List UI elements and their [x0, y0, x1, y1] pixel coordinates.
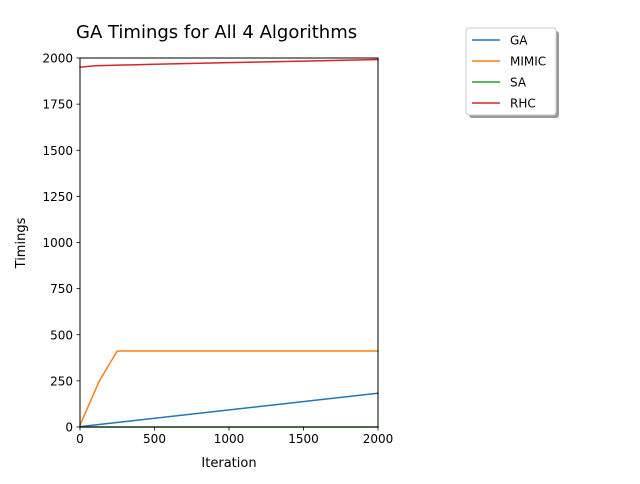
series-line-mimic [79, 350, 379, 427]
y-tick-label: 1000 [42, 236, 73, 250]
x-axis-label: Iteration [201, 456, 256, 471]
x-tick-label: 1000 [214, 432, 245, 446]
legend-label-ga: GA [510, 34, 528, 48]
y-tick-label: 1500 [42, 144, 73, 158]
series-line-rhc [79, 58, 379, 69]
y-axis-label: Timings [14, 217, 29, 269]
series-line-ga [79, 392, 379, 428]
plot-area: 0 500 1000 1500 2000 0 250 500 750 1000 1250 1500 17… [42, 52, 393, 447]
x-tick-label: 2000 [363, 432, 394, 446]
axes-frame [79, 57, 379, 428]
chart-title: GA Timings for All 4 Algorithms [76, 22, 357, 43]
y-tick-label: 500 [50, 328, 73, 342]
y-tick-label: 250 [50, 374, 73, 388]
y-tick-label: 1250 [42, 190, 73, 204]
y-tick-label: 1750 [42, 98, 73, 112]
y-tick-label: 0 [65, 421, 73, 435]
x-tick-label: 0 [76, 432, 84, 446]
legend-label-rhc: RHC [510, 97, 536, 111]
y-tick-label: 750 [50, 282, 73, 296]
legend-box [465, 27, 557, 116]
legend-label-sa: SA [510, 76, 527, 90]
x-tick-label: 500 [143, 432, 166, 446]
legend-label-mimic: MIMIC [510, 55, 546, 69]
y-tick-label: 2000 [42, 52, 73, 66]
x-tick-label: 1500 [288, 432, 319, 446]
legend: GA MIMIC SA RHC [465, 27, 559, 118]
